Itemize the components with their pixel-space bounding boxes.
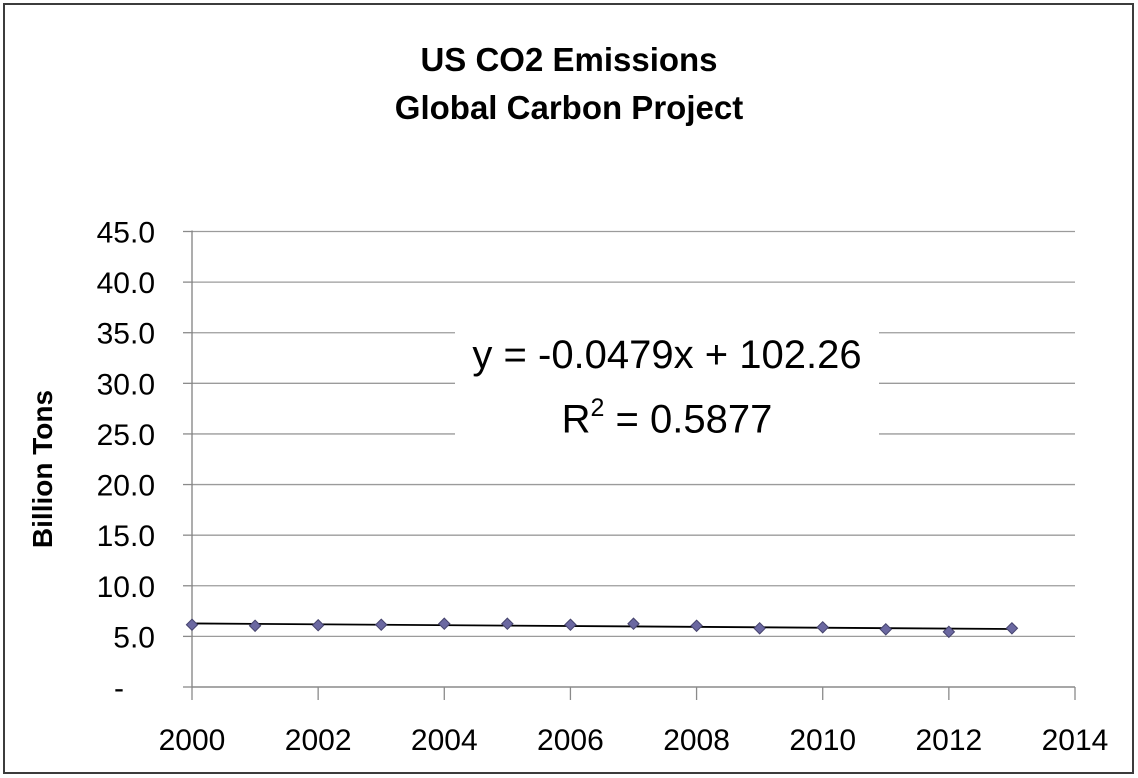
data-point-marker (816, 620, 830, 634)
y-tick-label: 10.0 (97, 571, 155, 604)
trendline (191, 622, 1012, 630)
data-point-marker (879, 622, 893, 636)
x-tick-label: 2000 (159, 724, 226, 757)
x-tick-label: 2010 (789, 724, 856, 757)
data-point-marker (185, 618, 199, 632)
trendline-equation-label: y = -0.0479x + 102.26 R2 = 0.5877 (455, 326, 879, 441)
chart-subtitle: Global Carbon Project (394, 89, 744, 126)
x-tick-label: 2004 (411, 724, 478, 757)
x-tick-label: 2002 (285, 724, 352, 757)
y-tick-label: 35.0 (97, 318, 155, 351)
data-point-marker (942, 625, 956, 639)
chart-title: US CO2 Emissions (420, 41, 718, 78)
y-tick-label: 30.0 (97, 368, 155, 401)
data-point-marker (1005, 621, 1019, 635)
y-tick-label: 25.0 (97, 419, 155, 452)
x-tick-label: 2014 (1042, 724, 1109, 757)
data-point-marker (437, 617, 451, 631)
y-tick-label: 15.0 (97, 520, 155, 553)
data-point-marker (374, 618, 388, 632)
data-point-marker (248, 619, 262, 633)
data-point-marker (564, 618, 577, 632)
y-axis-title: Billion Tons (27, 389, 58, 549)
trendline-equation-text: y = -0.0479x + 102.26 (472, 333, 862, 377)
y-tick-label: 40.0 (97, 267, 155, 300)
data-point-marker (311, 618, 325, 632)
trendline-r-squared-text: R2 = 0.5877 (561, 394, 773, 442)
x-tick-label: 2008 (663, 724, 730, 757)
data-point-marker (501, 617, 514, 631)
y-tick-label: 45.0 (97, 217, 155, 250)
x-tick-label: 2006 (537, 724, 604, 757)
y-tick-label: 20.0 (97, 470, 155, 503)
data-point-marker (753, 621, 766, 635)
chart-title-block: US CO2 Emissions Global Carbon Project (0, 36, 1138, 132)
x-tick-label: 2012 (915, 724, 982, 757)
y-tick-label: - (114, 672, 124, 705)
y-tick-label: 5.0 (113, 621, 155, 654)
data-point-marker (627, 617, 640, 631)
data-point-marker (690, 619, 703, 633)
